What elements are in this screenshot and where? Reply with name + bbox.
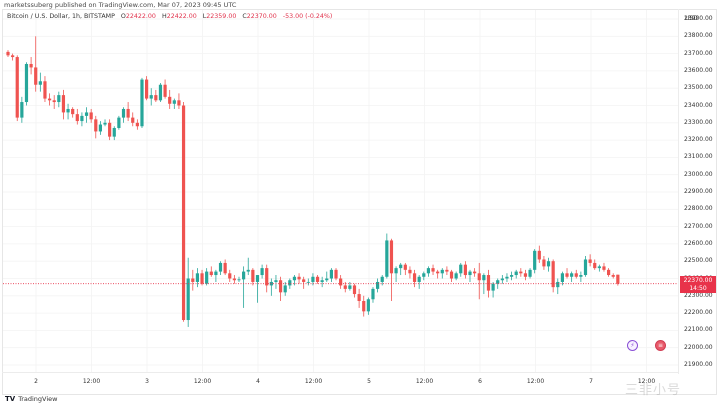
x-tick: 6 [478, 378, 482, 385]
y-tick: 22700.00 [684, 222, 713, 230]
bar-countdown: 14:50 [689, 284, 707, 292]
y-tick: 21900.00 [684, 361, 713, 368]
y-tick: 23500.00 [684, 84, 713, 92]
x-tick: 4 [256, 378, 260, 385]
x-tick: 12:00 [304, 378, 323, 385]
last-price-value: 22370.00 [683, 276, 713, 284]
x-tick: 12:00 [637, 378, 656, 385]
x-tick: 12:00 [415, 378, 434, 385]
x-tick: 7 [589, 378, 593, 385]
y-tick: 22600.00 [684, 239, 713, 247]
x-tick: 12:00 [82, 378, 101, 385]
high-label: H [161, 13, 167, 20]
close-label: C [242, 13, 247, 20]
y-tick: 22800.00 [684, 205, 713, 213]
y-tick: 22200.00 [684, 309, 713, 317]
close-value: 22370.00 [246, 13, 277, 20]
ohlc-legend: Bitcoin / U.S. Dollar, 1h, BITSTAMP O224… [7, 13, 336, 20]
publisher-line: marketssuberg published on TradingView.c… [4, 1, 237, 9]
tradingview-logo-icon: TV [5, 395, 16, 403]
us-flag-event-icon[interactable]: ≡ [655, 340, 666, 351]
tradingview-brand[interactable]: TV TradingView [5, 395, 57, 403]
chart-frame [2, 9, 717, 395]
y-tick: 22100.00 [684, 326, 713, 334]
y-tick: 22000.00 [684, 343, 713, 351]
currency-label: USD [685, 15, 698, 22]
candle-series [6, 36, 620, 327]
y-tick: 23900.00 [684, 15, 713, 22]
y-tick: 22500.00 [684, 257, 713, 265]
brand-name: TradingView [18, 395, 58, 403]
y-tick: 23000.00 [684, 170, 713, 178]
y-tick: 23800.00 [684, 32, 713, 40]
y-tick: 23700.00 [684, 49, 713, 57]
y-tick: 22900.00 [684, 188, 713, 195]
y-tick: 22300.00 [684, 291, 713, 299]
last-price-tag: 22370.00 14:50 [680, 275, 716, 293]
watermark: 三非小号 [625, 383, 682, 398]
x-tick: 12:00 [193, 378, 212, 385]
y-tick: 23100.00 [684, 153, 713, 161]
x-tick: 2 [34, 378, 38, 385]
grid-lines [3, 10, 678, 372]
time-axis-divider [2, 372, 678, 373]
y-tick: 23200.00 [684, 136, 713, 144]
x-tick: 5 [367, 378, 371, 385]
y-tick: 23400.00 [684, 101, 713, 109]
low-value: 22359.00 [206, 13, 237, 20]
y-tick: 23300.00 [684, 118, 713, 126]
change-value: -53.00 (-0.24%) [282, 13, 333, 20]
lightning-event-icon[interactable]: ⚡ [627, 340, 638, 351]
y-tick: 23600.00 [684, 66, 713, 74]
open-label: O [120, 13, 126, 20]
high-value: 22422.00 [166, 13, 197, 20]
open-value: 22422.00 [125, 13, 156, 20]
price-axis[interactable] [678, 9, 718, 374]
x-tick: 3 [145, 378, 149, 385]
x-tick: 12:00 [526, 378, 545, 385]
symbol-title: Bitcoin / U.S. Dollar, 1h, BITSTAMP [7, 13, 115, 20]
low-label: L [202, 13, 207, 20]
